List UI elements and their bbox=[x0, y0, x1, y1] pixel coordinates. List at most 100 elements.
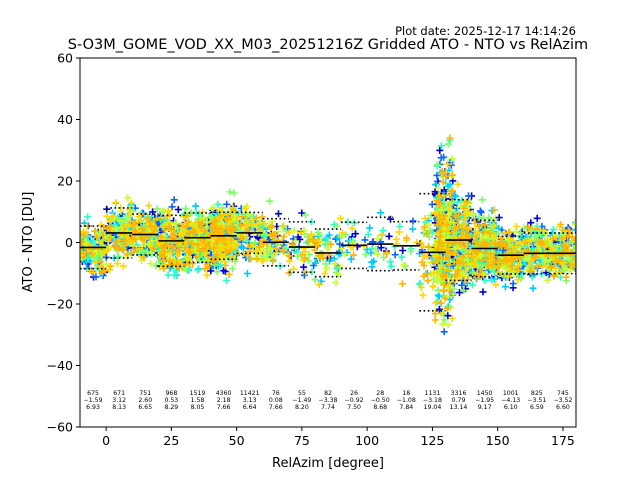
scatter-points bbox=[383, 250, 390, 258]
bin-std-label: 8.29 bbox=[164, 404, 178, 411]
bin-mean-label: −4.13 bbox=[501, 397, 520, 404]
y-tick-label: 40 bbox=[57, 112, 73, 127]
scatter-points bbox=[156, 212, 187, 273]
bin-std-label: 8.20 bbox=[295, 404, 309, 411]
x-axis: 0 25 50 75 100 125 150 175 bbox=[102, 427, 575, 448]
scatter-points bbox=[337, 233, 357, 258]
scatter-points bbox=[343, 246, 371, 263]
x-tick-label: 75 bbox=[294, 433, 310, 448]
scatter-points bbox=[369, 238, 385, 253]
bin-count-label: 82 bbox=[324, 390, 332, 397]
bin-count-label: 1001 bbox=[503, 390, 519, 397]
bin-mean-label: 0.79 bbox=[452, 397, 466, 404]
y-tick-label: 20 bbox=[57, 174, 73, 189]
y-tick-label: −40 bbox=[47, 358, 73, 373]
bin-std-label: 7.50 bbox=[347, 404, 361, 411]
bin-mean-label: 2.60 bbox=[138, 397, 152, 404]
bin-mean-label: 3.12 bbox=[112, 397, 126, 404]
scatter-points bbox=[400, 261, 408, 269]
scatter-points bbox=[366, 209, 385, 271]
x-tick-label: 50 bbox=[229, 433, 245, 448]
bin-mean-label: 1.58 bbox=[191, 397, 205, 404]
bin-count-label: 968 bbox=[165, 390, 177, 397]
bin-count-label: 1450 bbox=[477, 390, 493, 397]
scatter-points bbox=[104, 223, 131, 270]
bin-std-label: 7.66 bbox=[269, 404, 283, 411]
scatter-points bbox=[398, 234, 411, 288]
bin-mean-label: −0.92 bbox=[345, 397, 364, 404]
bin-mean-label: −1.59 bbox=[84, 397, 103, 404]
scatter-points bbox=[401, 248, 415, 270]
plot-date: Plot date: 2025-12-17 14:14:26 bbox=[395, 24, 576, 38]
bin-count-label: 28 bbox=[376, 390, 384, 397]
chart-title: S-O3M_GOME_VOD_XX_M03_20251216Z Gridded … bbox=[68, 37, 588, 53]
bin-std-label: 9.17 bbox=[478, 404, 492, 411]
bin-std-label: 8.13 bbox=[112, 404, 126, 411]
bin-mean-label: 2.18 bbox=[217, 397, 231, 404]
bin-count-label: 1131 bbox=[425, 390, 441, 397]
scatter-points bbox=[350, 251, 357, 259]
bin-count-label: 26 bbox=[350, 390, 358, 397]
y-axis-label: ATO - NTO [DU] bbox=[21, 192, 36, 293]
bin-statistics-layer bbox=[80, 192, 576, 312]
bin-mean-label: 0.53 bbox=[164, 397, 178, 404]
bin-std-label: 6.60 bbox=[556, 404, 570, 411]
bin-count-label: 11421 bbox=[240, 390, 260, 397]
bin-mean-label: −1.08 bbox=[397, 397, 416, 404]
scatter-points bbox=[547, 221, 576, 281]
bin-mean-label: −3.18 bbox=[423, 397, 442, 404]
scatter-points bbox=[259, 222, 288, 265]
bin-mean-label: 3.13 bbox=[243, 397, 257, 404]
x-tick-label: 100 bbox=[355, 433, 379, 448]
x-tick-label: 0 bbox=[102, 433, 110, 448]
scatter-points bbox=[372, 235, 382, 258]
bin-mean-label: −1.49 bbox=[292, 397, 311, 404]
scatter-points bbox=[181, 212, 214, 273]
bin-count-label: 671 bbox=[113, 390, 125, 397]
scatter-points bbox=[391, 217, 417, 259]
bin-count-label: 76 bbox=[272, 390, 280, 397]
bin-count-label: 751 bbox=[139, 390, 151, 397]
bin-count-label: 745 bbox=[557, 390, 569, 397]
bin-mean-label: −1.95 bbox=[475, 397, 494, 404]
bin-std-label: 7.66 bbox=[217, 404, 231, 411]
bin-count-label: 55 bbox=[298, 390, 306, 397]
scatter-points bbox=[399, 247, 407, 254]
bin-std-label: 8.68 bbox=[373, 404, 387, 411]
bin-std-label: 7.84 bbox=[399, 404, 413, 411]
x-tick-label: 175 bbox=[551, 433, 575, 448]
y-tick-label: 0 bbox=[65, 235, 73, 250]
scatter-points bbox=[520, 223, 552, 275]
bin-std-label: 6.93 bbox=[86, 404, 100, 411]
bin-std-label: 6.10 bbox=[504, 404, 518, 411]
bin-count-label: 675 bbox=[87, 390, 99, 397]
bin-count-label: 3316 bbox=[451, 390, 467, 397]
bin-mean-label: −3.52 bbox=[553, 397, 572, 404]
y-tick-label: −60 bbox=[47, 420, 73, 435]
bin-std-label: 8.05 bbox=[191, 404, 205, 411]
scatter-points bbox=[342, 231, 370, 258]
scatter-points bbox=[409, 225, 417, 233]
scatter-points bbox=[417, 215, 438, 299]
bin-mean-label: −3.51 bbox=[527, 397, 546, 404]
x-tick-label: 125 bbox=[420, 433, 444, 448]
bin-count-label: 825 bbox=[531, 390, 543, 397]
scatter-layer bbox=[80, 134, 576, 336]
bin-count-label: 4360 bbox=[216, 390, 232, 397]
bin-count-label: 1519 bbox=[190, 390, 206, 397]
bin-std-label: 6.64 bbox=[243, 404, 257, 411]
bin-std-label: 6.59 bbox=[530, 404, 544, 411]
bin-std-label: 19.04 bbox=[424, 404, 442, 411]
bin-std-label: 6.65 bbox=[138, 404, 152, 411]
x-tick-label: 150 bbox=[486, 433, 510, 448]
y-axis: −60 −40 −20 0 20 40 60 bbox=[47, 51, 80, 435]
scatter-points bbox=[380, 254, 388, 261]
x-axis-label: RelAzim [degree] bbox=[272, 456, 384, 471]
y-tick-label: −20 bbox=[47, 297, 73, 312]
scatter-points bbox=[431, 134, 457, 324]
bin-std-label: 13.14 bbox=[450, 404, 468, 411]
bin-count-label: 18 bbox=[402, 390, 410, 397]
bin-mean-label: −3.38 bbox=[319, 397, 338, 404]
